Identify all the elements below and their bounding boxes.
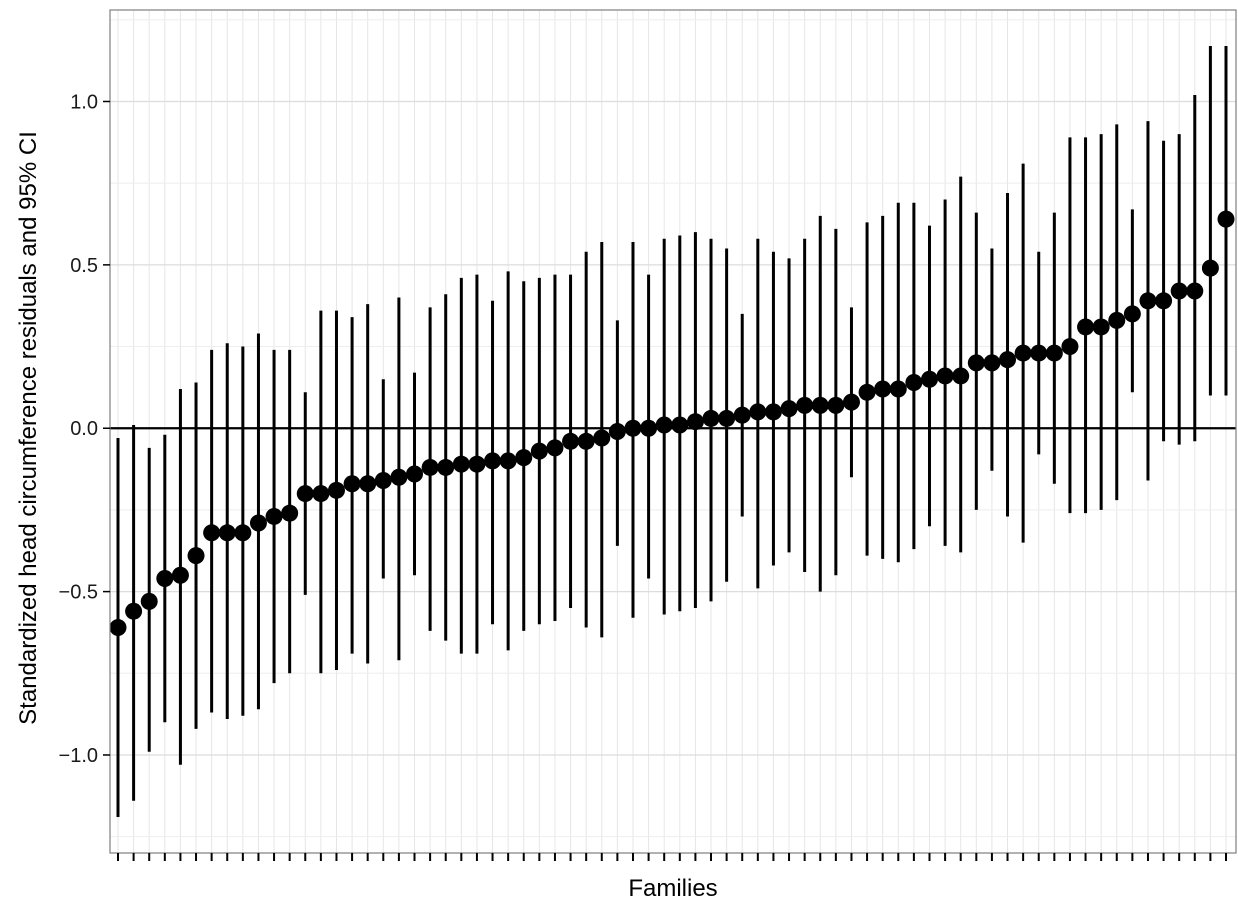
estimate-point — [249, 514, 267, 532]
estimate-point — [140, 592, 158, 610]
estimate-point — [827, 396, 845, 414]
estimate-point — [671, 416, 689, 434]
estimate-point — [1201, 259, 1219, 277]
y-tick-label: 0.5 — [70, 255, 98, 277]
estimate-point — [234, 524, 252, 542]
estimate-point — [343, 475, 361, 493]
estimate-point — [1014, 344, 1032, 362]
estimate-point — [1092, 318, 1110, 336]
estimate-point — [842, 393, 860, 411]
estimate-point — [655, 416, 673, 434]
y-axis-label: Standardized head circumference residual… — [15, 131, 42, 725]
estimate-point — [796, 396, 814, 414]
estimate-point — [187, 547, 205, 565]
estimate-point — [686, 413, 704, 431]
point-estimates — [109, 210, 1235, 637]
estimate-point — [296, 485, 314, 503]
estimate-point — [874, 380, 892, 398]
estimate-point — [374, 472, 392, 490]
estimate-point — [1155, 292, 1173, 310]
y-tick-label: 1.0 — [70, 91, 98, 113]
estimate-point — [421, 458, 439, 476]
estimate-point — [967, 354, 985, 372]
estimate-point — [281, 504, 299, 522]
x-axis-label: Families — [628, 875, 717, 902]
estimate-point — [999, 351, 1017, 369]
estimate-point — [1217, 210, 1235, 228]
estimate-point — [546, 439, 564, 457]
estimate-point — [218, 524, 236, 542]
estimate-point — [608, 423, 626, 440]
y-tick-label: −0.5 — [59, 582, 98, 604]
estimate-point — [920, 370, 938, 388]
y-tick-label: 0.0 — [70, 418, 98, 440]
estimate-point — [1077, 318, 1095, 336]
estimate-point — [1170, 282, 1188, 300]
estimate-point — [702, 409, 720, 427]
estimate-point — [312, 485, 330, 503]
estimate-point — [936, 367, 954, 385]
estimate-point — [468, 455, 486, 473]
estimate-point — [749, 403, 767, 421]
x-axis-ticks — [117, 853, 1227, 861]
estimate-point — [515, 449, 533, 467]
estimate-point — [203, 524, 221, 542]
estimate-point — [624, 419, 642, 437]
estimate-point — [109, 619, 127, 637]
y-tick-label: −1.0 — [59, 745, 98, 767]
estimate-point — [1108, 311, 1126, 329]
estimate-point — [452, 455, 470, 473]
estimate-point — [640, 419, 658, 437]
estimate-point — [406, 465, 424, 483]
estimate-point — [171, 566, 189, 584]
estimate-point — [1186, 282, 1204, 300]
estimate-point — [156, 570, 174, 588]
y-axis-ticks: −1.0 −0.5 0.0 0.5 1.0 — [59, 91, 110, 767]
estimate-point — [484, 452, 502, 470]
estimate-point — [1061, 338, 1079, 356]
estimate-point — [530, 442, 548, 460]
estimate-point — [437, 458, 455, 476]
estimate-point — [562, 432, 580, 450]
estimate-point — [327, 481, 345, 499]
estimate-point — [952, 367, 970, 385]
estimate-point — [499, 452, 517, 470]
estimate-point — [983, 354, 1001, 372]
plot-panel-border — [109, 9, 1237, 854]
estimate-point — [125, 602, 143, 620]
estimate-point — [390, 468, 408, 486]
estimate-point — [811, 396, 829, 414]
estimate-point — [1139, 292, 1157, 310]
estimate-point — [1123, 305, 1141, 323]
estimate-point — [780, 400, 798, 418]
estimate-point — [858, 383, 876, 401]
estimate-point — [1045, 344, 1063, 362]
estimate-point — [905, 373, 923, 391]
estimate-point — [889, 380, 907, 398]
estimate-point — [577, 432, 595, 450]
estimate-point — [764, 403, 782, 421]
estimate-point — [359, 475, 377, 493]
estimate-point — [593, 429, 611, 447]
estimate-point — [718, 409, 736, 427]
estimate-point — [1030, 344, 1048, 362]
estimate-point — [265, 507, 283, 525]
plot-panel-background — [110, 10, 1236, 853]
estimate-point — [733, 406, 751, 424]
